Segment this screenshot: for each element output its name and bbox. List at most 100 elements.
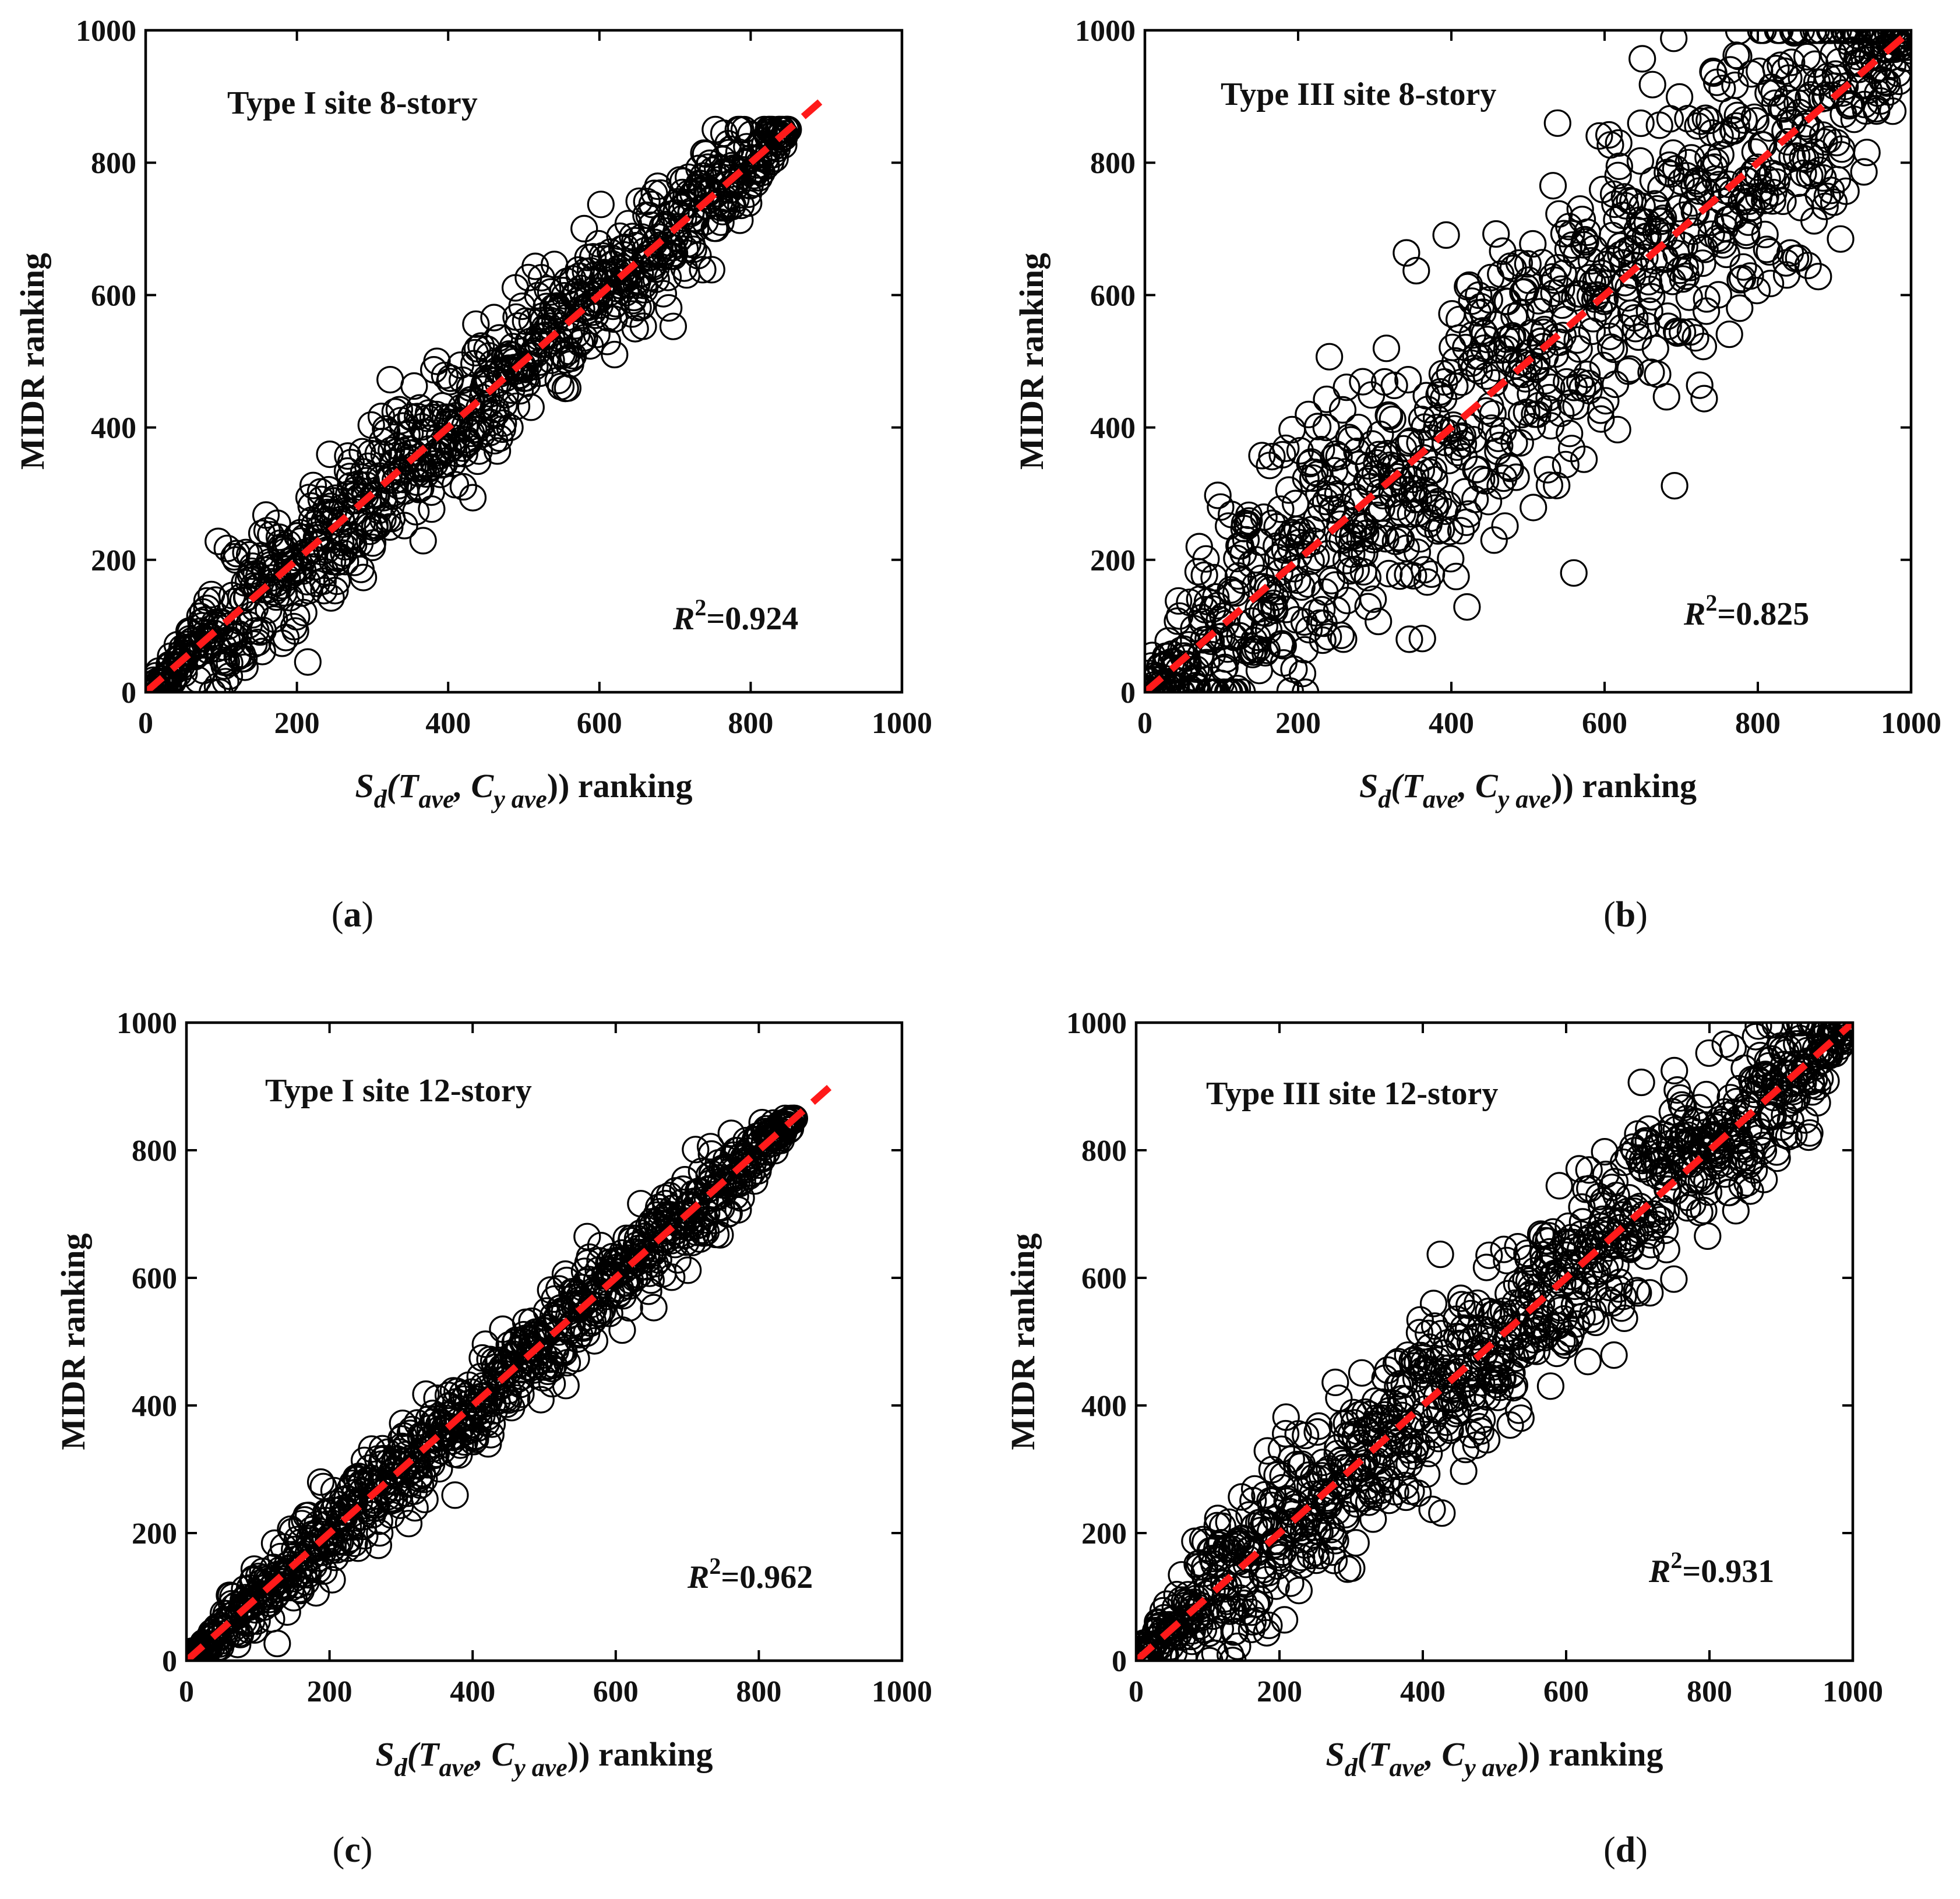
data-point bbox=[1654, 302, 1681, 330]
data-point bbox=[625, 1261, 653, 1289]
data-point bbox=[1641, 190, 1669, 218]
data-point bbox=[726, 206, 754, 234]
data-point bbox=[735, 189, 763, 217]
x-tick-label: 1000 bbox=[872, 707, 932, 740]
y-tick-label: 200 bbox=[1081, 1517, 1127, 1551]
x-tick-label: 200 bbox=[307, 1675, 352, 1708]
data-point bbox=[1272, 1419, 1300, 1448]
data-point bbox=[364, 1531, 393, 1559]
data-point bbox=[316, 440, 344, 468]
data-point bbox=[1539, 172, 1567, 200]
data-point bbox=[1280, 555, 1309, 583]
data-point bbox=[1490, 464, 1518, 492]
data-point bbox=[1614, 357, 1642, 385]
fit-line-b bbox=[1145, 30, 1911, 692]
data-point bbox=[1707, 140, 1735, 169]
data-point bbox=[1228, 1483, 1256, 1511]
data-point bbox=[1545, 1172, 1573, 1200]
data-point bbox=[371, 489, 399, 517]
data-point bbox=[1342, 1529, 1370, 1557]
data-point bbox=[1600, 1341, 1628, 1369]
data-point bbox=[1592, 387, 1620, 415]
data-point bbox=[1420, 456, 1448, 484]
data-point bbox=[351, 1522, 379, 1550]
data-point bbox=[293, 568, 321, 596]
r2-label-c: R2=0.962 bbox=[687, 1553, 813, 1595]
x-tick-label: 1000 bbox=[1881, 707, 1941, 740]
data-point bbox=[1641, 334, 1669, 362]
data-point bbox=[1761, 89, 1789, 117]
data-point bbox=[1591, 285, 1619, 313]
data-point bbox=[1605, 129, 1633, 157]
data-point bbox=[1774, 128, 1802, 156]
data-point bbox=[1491, 512, 1519, 540]
data-point bbox=[554, 374, 582, 402]
data-point bbox=[1623, 1277, 1651, 1305]
chart-title-d: Type III site 12-story bbox=[1206, 1076, 1498, 1112]
data-point bbox=[1502, 463, 1530, 491]
data-point bbox=[1395, 429, 1423, 457]
data-point bbox=[1527, 1220, 1555, 1248]
data-point bbox=[1694, 1222, 1722, 1250]
data-point bbox=[1601, 1168, 1629, 1196]
data-point bbox=[1268, 630, 1296, 658]
data-point bbox=[659, 312, 688, 340]
data-point bbox=[1309, 626, 1337, 654]
axes-frame-a bbox=[144, 29, 904, 694]
y-tick-label: 600 bbox=[1090, 279, 1136, 312]
data-point bbox=[1893, 30, 1911, 44]
data-point bbox=[1743, 277, 1771, 305]
data-point bbox=[1467, 1417, 1494, 1445]
x-tick-label: 600 bbox=[1582, 707, 1627, 740]
data-point bbox=[1563, 326, 1591, 354]
y-tick-label: 600 bbox=[91, 279, 136, 312]
chart-panel-a: 0 200 400 600 800 1000 0 200 400 600 800 1000 Type I… bbox=[13, 15, 932, 813]
data-point bbox=[538, 1370, 566, 1398]
chart-title-a: Type I site 8-story bbox=[227, 85, 478, 121]
data-point bbox=[587, 191, 615, 219]
x-tick-label: 800 bbox=[1687, 1675, 1732, 1708]
data-point bbox=[649, 280, 678, 308]
data-point bbox=[1749, 1137, 1778, 1165]
y-tick-label: 1000 bbox=[117, 1007, 177, 1040]
data-point bbox=[1380, 371, 1408, 400]
data-point bbox=[1288, 660, 1317, 688]
data-point bbox=[1324, 480, 1352, 508]
data-point bbox=[418, 495, 446, 523]
data-point bbox=[502, 392, 531, 420]
data-point bbox=[1533, 1321, 1561, 1349]
data-point bbox=[1222, 579, 1250, 607]
data-point bbox=[1306, 1518, 1334, 1546]
data-point bbox=[527, 1386, 555, 1414]
data-point bbox=[1540, 266, 1568, 294]
data-point bbox=[306, 1468, 335, 1496]
data-point bbox=[1517, 1273, 1545, 1301]
y-tick-label: 800 bbox=[91, 147, 136, 180]
data-point bbox=[1704, 281, 1732, 309]
data-point bbox=[1408, 625, 1436, 653]
data-point bbox=[1472, 1253, 1500, 1281]
data-point bbox=[411, 1485, 439, 1513]
data-point bbox=[727, 1184, 755, 1212]
chart-panel-c: 0 200 400 600 800 1000 0 200 400 600 800 1000 Type I… bbox=[54, 1007, 932, 1782]
data-point bbox=[1279, 521, 1307, 549]
data-point bbox=[1688, 249, 1716, 277]
data-point bbox=[1736, 1177, 1764, 1205]
data-point bbox=[1641, 1135, 1670, 1162]
data-point bbox=[1500, 302, 1528, 330]
data-point bbox=[551, 282, 579, 310]
data-point bbox=[1667, 167, 1695, 195]
x-axis-label-c: Sd(Tave, Cy ave)) ranking bbox=[375, 1735, 713, 1782]
data-point bbox=[1332, 1505, 1360, 1532]
data-point bbox=[1660, 1265, 1688, 1293]
data-point bbox=[1585, 122, 1613, 150]
data-point bbox=[206, 678, 234, 692]
data-point bbox=[1702, 148, 1730, 176]
data-point bbox=[1402, 256, 1430, 285]
data-point bbox=[780, 1104, 809, 1132]
data-point bbox=[1351, 539, 1379, 568]
data-point bbox=[1229, 566, 1257, 594]
data-point bbox=[409, 527, 437, 555]
